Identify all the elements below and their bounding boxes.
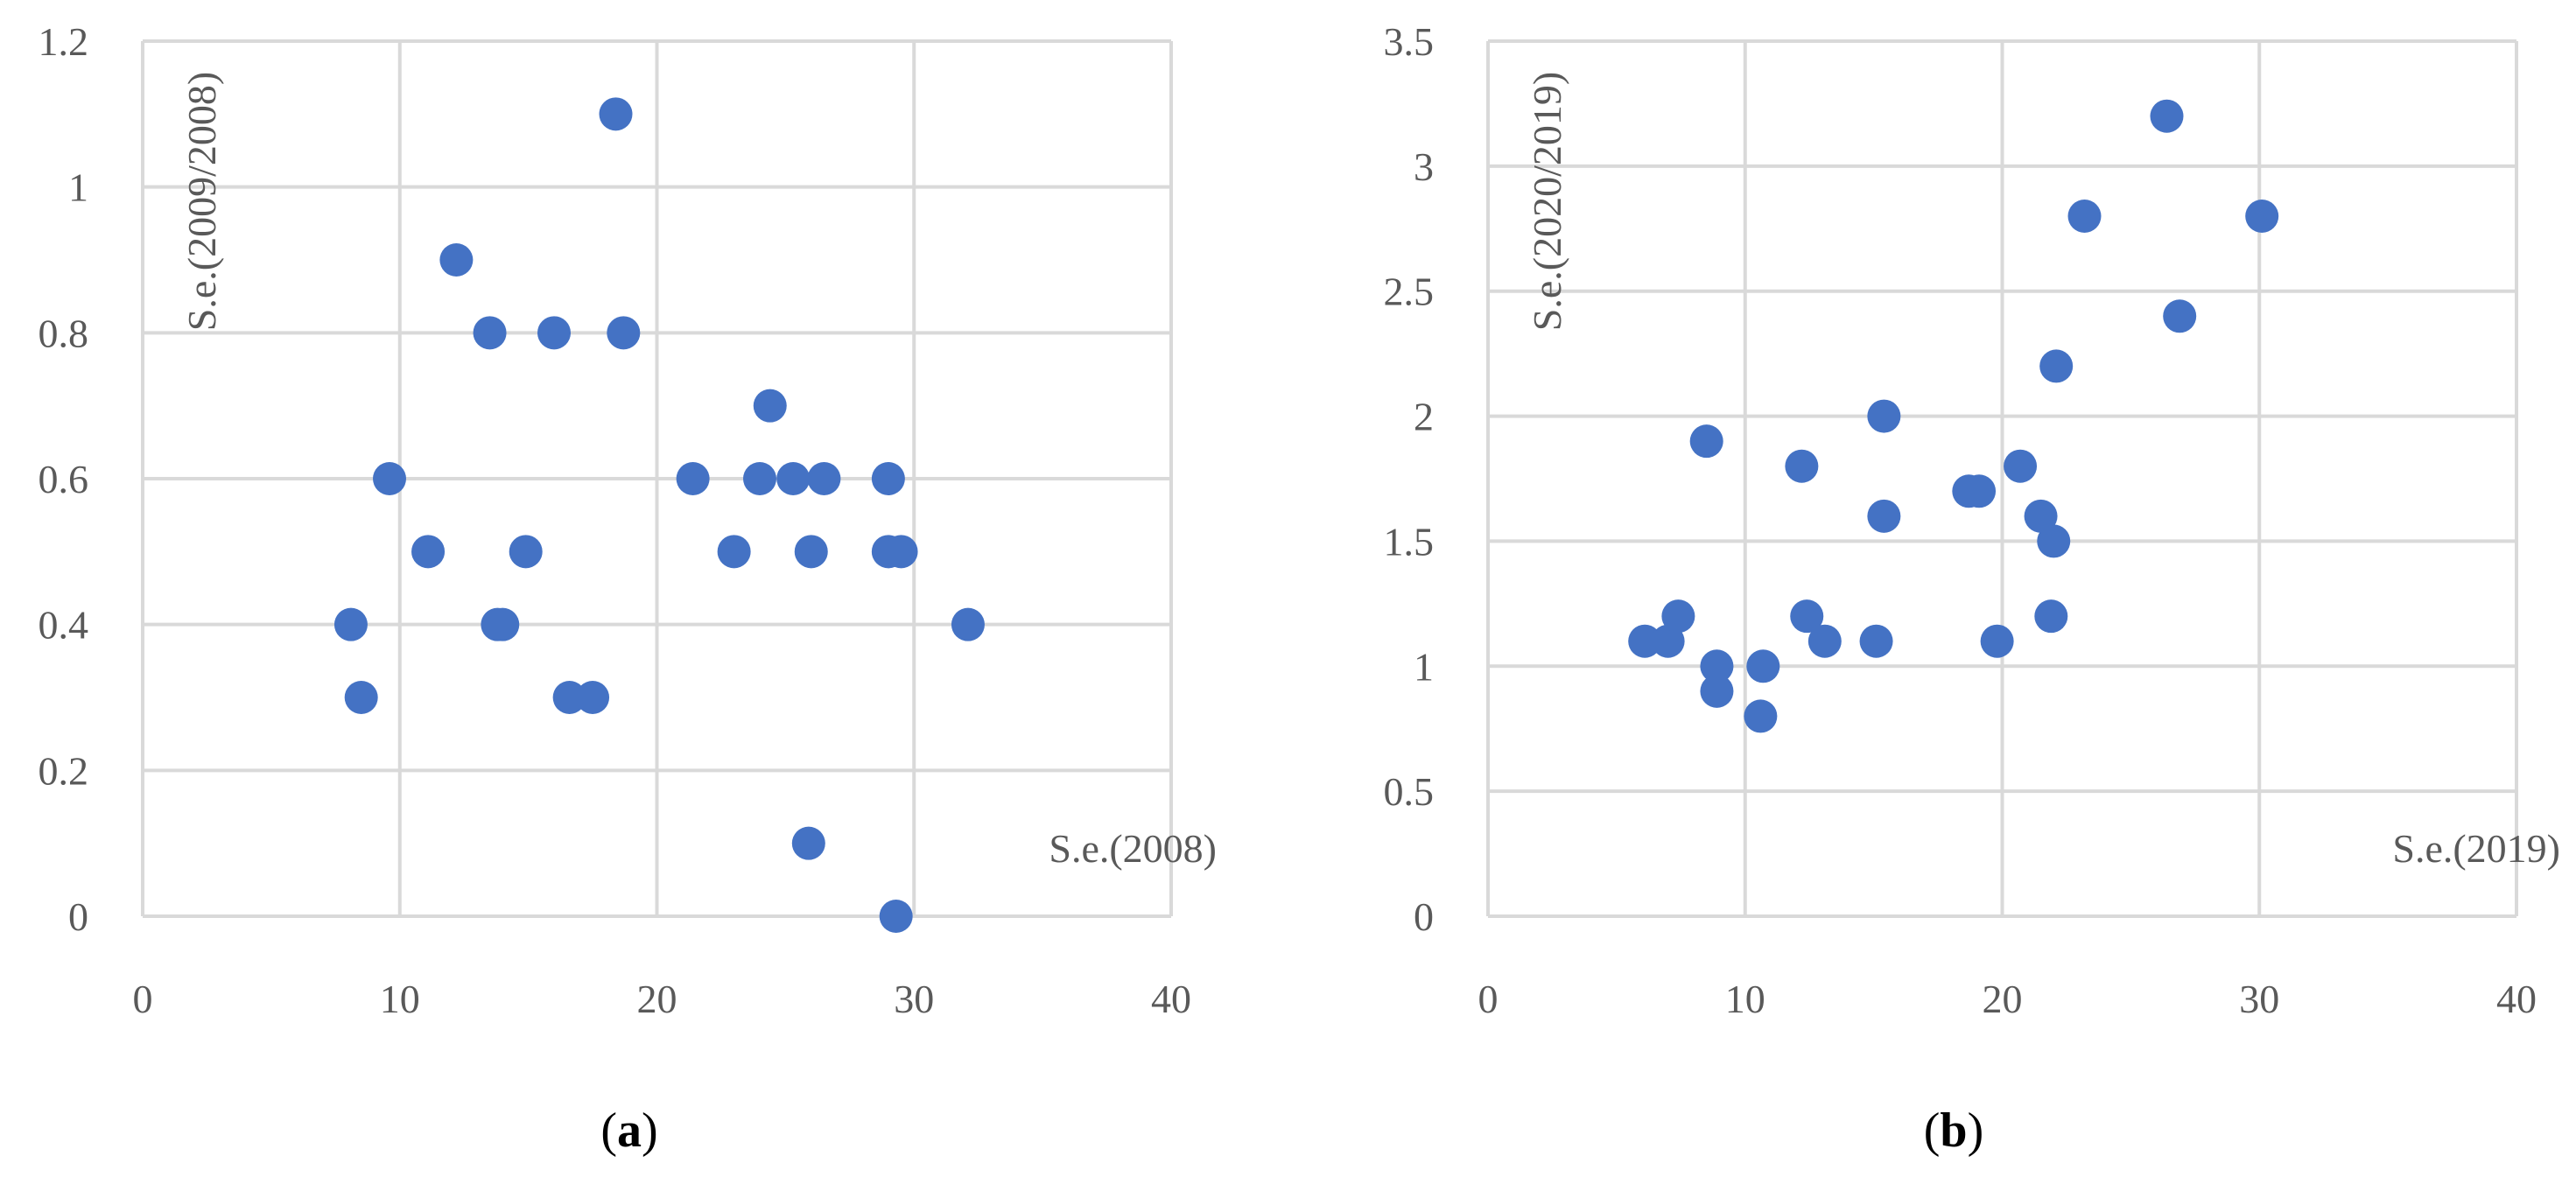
data-point bbox=[676, 462, 710, 495]
data-point bbox=[1689, 424, 1723, 459]
data-point bbox=[333, 607, 368, 641]
panel-caption: (a) bbox=[600, 1103, 657, 1158]
y-tick-label: 0.5 bbox=[1384, 769, 1435, 814]
data-point bbox=[1790, 599, 1824, 634]
data-point bbox=[776, 462, 811, 495]
data-point bbox=[607, 316, 641, 350]
x-tick-label: 30 bbox=[894, 977, 934, 1021]
data-point bbox=[1661, 599, 1695, 634]
data-point bbox=[2245, 200, 2279, 233]
data-point bbox=[1859, 624, 1893, 658]
data-point bbox=[1807, 624, 1842, 658]
data-point bbox=[2024, 499, 2058, 533]
x-tick-label: 10 bbox=[380, 977, 420, 1021]
data-point bbox=[2150, 99, 2184, 133]
data-point bbox=[509, 535, 543, 569]
panel-caption: (b) bbox=[1924, 1103, 1983, 1158]
x-tick-label: 20 bbox=[1983, 977, 2023, 1021]
x-tick-label: 40 bbox=[1151, 977, 1191, 1021]
data-point bbox=[2067, 200, 2102, 233]
data-point bbox=[1867, 399, 1901, 433]
y-tick-label: 0 bbox=[68, 894, 88, 939]
data-point bbox=[1746, 649, 1780, 683]
data-point bbox=[1980, 624, 2014, 658]
x-axis-label: S.e.(2008) bbox=[1049, 826, 1217, 871]
y-tick-label: 0.4 bbox=[39, 603, 89, 648]
data-point bbox=[1744, 699, 1778, 733]
data-point bbox=[411, 535, 446, 569]
chart-a: 0 0.2 0.4 0.6 0.8 1 1.2 0 10 20 30 40 S.e.(2009/2008… bbox=[39, 19, 1218, 1158]
data-point bbox=[1700, 674, 1734, 708]
data-point bbox=[2004, 449, 2038, 483]
data-point bbox=[1785, 449, 1819, 483]
data-point bbox=[537, 316, 571, 350]
y-tick-label: 2.5 bbox=[1384, 270, 1435, 314]
x-tick-label: 30 bbox=[2239, 977, 2279, 1021]
data-point bbox=[879, 900, 913, 933]
data-point bbox=[884, 535, 918, 569]
x-tick-label: 0 bbox=[1478, 977, 1499, 1021]
panel-caption-letter: b bbox=[1940, 1103, 1967, 1158]
data-point bbox=[717, 535, 751, 569]
data-point bbox=[2034, 599, 2068, 634]
data-point bbox=[1628, 624, 1662, 658]
data-point bbox=[344, 681, 378, 714]
y-tick-label: 0 bbox=[1414, 894, 1434, 939]
data-point bbox=[1700, 649, 1734, 683]
y-tick-label: 1.5 bbox=[1384, 519, 1435, 564]
data-point bbox=[871, 462, 905, 495]
data-point bbox=[486, 607, 520, 641]
x-tick-label: 20 bbox=[637, 977, 677, 1021]
y-tick-label: 3.5 bbox=[1384, 19, 1435, 64]
y-tick-label: 1 bbox=[68, 165, 88, 210]
data-point bbox=[1867, 499, 1901, 533]
data-point bbox=[552, 681, 586, 714]
y-tick-label: 0.2 bbox=[39, 748, 89, 793]
data-point bbox=[576, 681, 610, 714]
data-point bbox=[753, 389, 787, 423]
chart-b: 0 0.5 1 1.5 2 2.5 3 3.5 0 10 20 30 40 S.e.(2020/2019)… bbox=[1384, 19, 2561, 1158]
data-point bbox=[794, 535, 828, 569]
data-point bbox=[439, 243, 474, 277]
y-axis-label: S.e.(2020/2019) bbox=[1525, 72, 1569, 331]
x-tick-label: 40 bbox=[2496, 977, 2537, 1021]
data-point bbox=[791, 826, 825, 860]
y-axis-label: S.e.(2009/2008) bbox=[179, 72, 224, 331]
data-point bbox=[1962, 474, 1997, 508]
data-point bbox=[2163, 299, 2197, 333]
y-tick-label: 0.6 bbox=[39, 457, 89, 501]
data-point bbox=[2039, 349, 2074, 383]
data-point bbox=[807, 462, 841, 495]
data-point bbox=[1651, 624, 1685, 658]
data-point bbox=[2037, 524, 2071, 558]
panel-caption-letter: a bbox=[617, 1103, 642, 1158]
x-axis-label: S.e.(2019) bbox=[2392, 826, 2560, 871]
y-tick-label: 2 bbox=[1414, 395, 1434, 439]
data-point bbox=[951, 607, 985, 641]
data-point bbox=[599, 97, 633, 131]
data-point bbox=[743, 462, 776, 495]
y-tick-label: 3 bbox=[1414, 144, 1434, 189]
y-tick-label: 1.2 bbox=[39, 19, 89, 64]
data-point bbox=[473, 316, 507, 350]
y-tick-label: 1 bbox=[1414, 644, 1434, 689]
y-tick-label: 0.8 bbox=[39, 311, 89, 355]
data-point bbox=[373, 462, 406, 495]
x-tick-label: 10 bbox=[1725, 977, 1765, 1021]
x-tick-label: 0 bbox=[133, 977, 153, 1021]
